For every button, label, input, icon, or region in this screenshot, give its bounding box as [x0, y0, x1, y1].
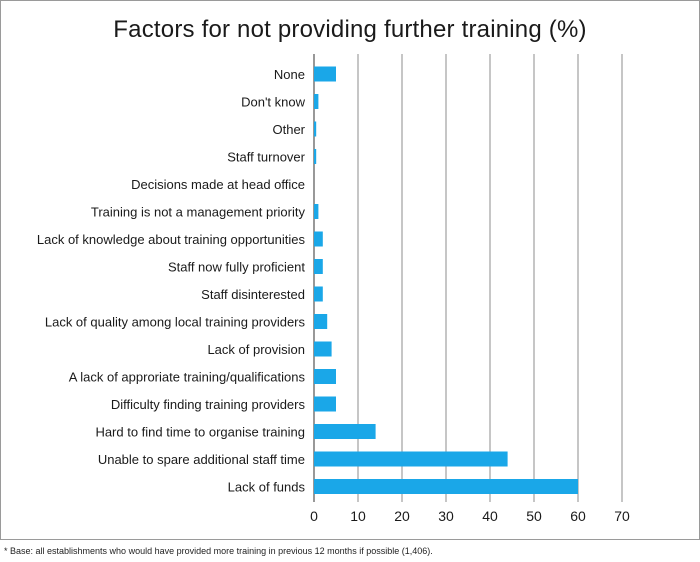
category-label: Decisions made at head office [131, 177, 305, 192]
category-label: Lack of knowledge about training opportu… [37, 232, 306, 247]
category-label: Training is not a management priority [91, 205, 306, 220]
bar [314, 396, 336, 412]
category-label: Lack of quality among local training pro… [45, 315, 306, 330]
bars [314, 66, 578, 494]
bar [314, 286, 323, 302]
category-label: Hard to find time to organise training [95, 425, 305, 440]
bar [314, 369, 336, 384]
bar [314, 66, 336, 82]
category-label: None [274, 67, 305, 82]
category-label: Staff now fully proficient [168, 260, 305, 275]
x-tick-label: 50 [526, 508, 542, 524]
bar [314, 451, 508, 467]
bar [314, 259, 323, 274]
x-tick-label: 70 [614, 508, 630, 524]
bar [314, 231, 323, 247]
bar [314, 94, 319, 109]
category-label: Difficulty finding training providers [111, 397, 306, 412]
bar [314, 314, 328, 329]
chart-title: Factors for not providing further traini… [113, 16, 587, 43]
category-label: Staff disinterested [201, 287, 305, 302]
x-tick-label: 0 [310, 508, 318, 524]
x-tick-label: 30 [438, 508, 454, 524]
bar [314, 149, 317, 164]
category-label: Other [272, 122, 305, 137]
bar [314, 341, 332, 357]
bar-chart: None Don't know Other Staff turnover Decisio… [37, 54, 630, 524]
category-labels: None Don't know Other Staff turnover Decisio… [37, 67, 306, 495]
x-tick-label: 10 [350, 508, 366, 524]
bar [314, 204, 319, 219]
category-label: Lack of funds [228, 480, 306, 495]
category-label: Don't know [241, 95, 306, 110]
x-tick-label: 40 [482, 508, 498, 524]
x-tick-labels: 0 10 20 30 40 50 60 70 [310, 508, 630, 524]
bar [314, 424, 376, 439]
footnote: * Base: all establishments who would hav… [4, 546, 433, 556]
bar [314, 121, 317, 137]
x-tick-label: 20 [394, 508, 410, 524]
category-label: Lack of provision [207, 342, 305, 357]
category-label: Staff turnover [227, 150, 305, 165]
category-label: Unable to spare additional staff time [98, 452, 305, 467]
category-label: A lack of approriate training/qualificat… [69, 370, 306, 385]
x-tick-label: 60 [570, 508, 586, 524]
bar [314, 479, 578, 494]
